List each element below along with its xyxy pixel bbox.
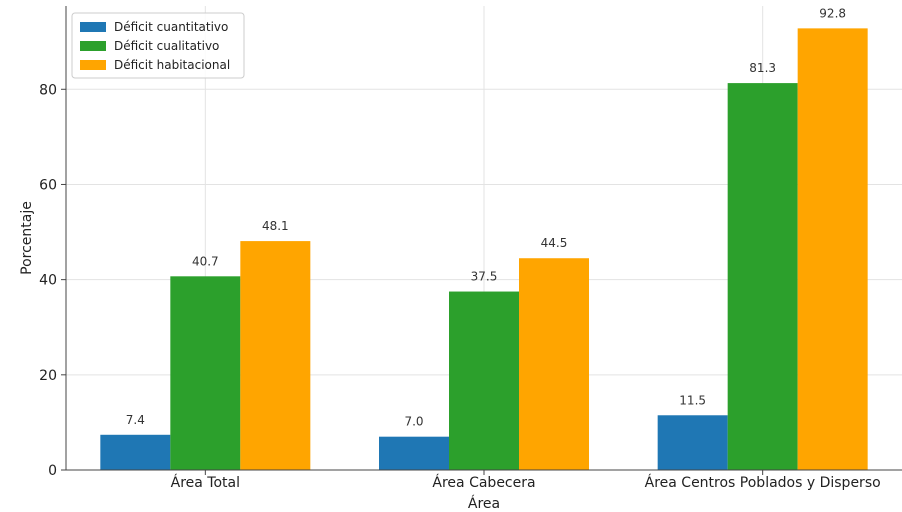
bar (727, 83, 798, 470)
bar-value-label: 92.8 (819, 6, 846, 20)
y-tick-label: 80 (39, 82, 57, 98)
bar (170, 276, 241, 470)
x-tick-label: Área Total (171, 474, 240, 491)
bar-value-label: 40.7 (192, 254, 219, 268)
bar-value-label: 11.5 (679, 393, 706, 407)
bar-value-label: 7.0 (404, 415, 423, 429)
axes: 0 20 40 60 80 Área Total Área Cabecera Área Cen… (39, 6, 902, 491)
bar (100, 434, 171, 470)
bar-value-label: 7.4 (126, 413, 145, 427)
bar (797, 28, 868, 470)
bar-value-label: 48.1 (262, 219, 289, 233)
y-tick-label: 20 (39, 368, 57, 384)
bar-value-label: 44.5 (541, 236, 568, 250)
y-tick-label: 40 (39, 273, 57, 289)
legend-label: Déficit cuantitativo (114, 20, 228, 34)
legend-swatch (80, 41, 106, 51)
x-tick-label: Área Cabecera (432, 474, 535, 491)
legend-swatch (80, 60, 106, 70)
legend-box (71, 12, 245, 79)
bar (657, 415, 728, 470)
bar (240, 241, 311, 470)
bar (519, 258, 589, 470)
y-tick-label: 60 (39, 177, 57, 193)
bar-value-label: 81.3 (749, 61, 776, 75)
y-tick-label: 0 (48, 463, 57, 479)
bars (100, 28, 868, 470)
legend: Déficit cuantitativo Déficit cualitativo D… (71, 12, 245, 79)
y-axis-label: Porcentaje (19, 201, 35, 275)
legend-swatch (80, 22, 106, 32)
bar (449, 291, 519, 470)
bar (379, 436, 449, 470)
legend-label: Déficit habitacional (114, 58, 230, 72)
data-labels: 7.4 7.0 11.5 40.7 37.5 81.3 48.1 44.5 92.8 (126, 6, 846, 428)
x-axis-label: Área (468, 495, 500, 512)
bar-value-label: 37.5 (471, 270, 498, 284)
x-tick-label: Área Centros Poblados y Disperso (645, 474, 881, 491)
legend-label: Déficit cualitativo (114, 39, 219, 53)
